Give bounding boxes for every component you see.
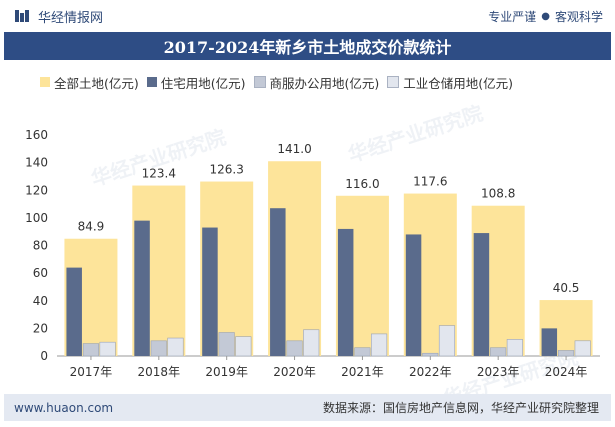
x-tick-label: 2019年 <box>205 365 248 379</box>
bar-residential <box>134 220 150 356</box>
footer-source: 数据来源：国信房地产信息网，华经产业研究院整理 <box>322 401 599 415</box>
bar-industrial <box>167 337 184 357</box>
x-tick-label: 2022年 <box>409 365 452 379</box>
legend-swatch-total <box>40 77 50 87</box>
bar-industrial <box>235 336 252 357</box>
brand-logo-icon <box>15 10 29 22</box>
brand-name: 华经情报网 <box>38 10 104 26</box>
y-tick-label: 120 <box>25 183 48 197</box>
chart-title: 2017-2024年新乡市土地成交价款统计 <box>4 32 611 60</box>
bar-residential <box>473 233 490 356</box>
data-label-total: 123.4 <box>142 167 176 181</box>
x-tick-label: 2018年 <box>138 365 181 379</box>
bar-industrial <box>574 340 591 357</box>
bar-industrial <box>506 339 523 357</box>
footer-url[interactable]: www.huaon.com <box>14 400 114 415</box>
tagline: 专业严谨 ● 客观科学 <box>488 8 603 25</box>
y-tick-label: 100 <box>25 211 48 225</box>
y-tick-label: 0 <box>40 349 48 363</box>
data-label-total: 84.9 <box>78 220 105 234</box>
bar-residential <box>541 328 558 356</box>
bar-industrial <box>371 333 388 357</box>
y-tick-label: 20 <box>33 321 48 335</box>
x-tick-label: 2021年 <box>341 365 384 379</box>
data-label-total: 116.0 <box>345 177 379 191</box>
bar-residential <box>337 228 354 356</box>
legend-label-industrial: 工业仓储用地(亿元) <box>403 75 514 91</box>
legend-label-residential: 住宅用地(亿元) <box>160 75 246 91</box>
bar-commercial <box>422 352 439 357</box>
legend-label-commercial: 商服办公用地(亿元) <box>269 75 380 91</box>
bar-commercial <box>286 340 303 357</box>
bar-residential <box>66 267 82 356</box>
tagline-left: 专业严谨 <box>488 9 537 24</box>
bar-commercial <box>218 332 235 357</box>
legend-item-residential[interactable]: 住宅用地(亿元) <box>146 73 246 92</box>
x-tick-label: 2023年 <box>477 365 520 379</box>
bar-commercial <box>354 347 371 357</box>
bar-commercial <box>557 350 575 357</box>
data-label-total: 40.5 <box>553 281 580 295</box>
top-bar: 华经情报网 专业严谨 ● 客观科学 <box>0 0 615 32</box>
legend-label-total: 全部土地(亿元) <box>54 75 139 91</box>
bar-commercial <box>82 343 99 357</box>
x-tick-label: 2020年 <box>273 365 316 379</box>
y-tick-label: 60 <box>33 266 48 280</box>
legend-swatch-industrial <box>387 76 400 88</box>
legend-item-total[interactable]: 全部土地(亿元) <box>40 73 139 92</box>
x-tick-label: 2024年 <box>545 365 588 379</box>
y-tick-label: 80 <box>33 239 48 253</box>
legend-item-industrial[interactable]: 工业仓储用地(亿元) <box>387 73 513 92</box>
bar-industrial <box>303 329 320 357</box>
data-label-total: 141.0 <box>277 142 311 156</box>
bar-industrial <box>438 325 456 357</box>
bar-commercial <box>490 347 507 357</box>
data-label-total: 126.3 <box>210 163 244 177</box>
brand[interactable]: 华经情报网 <box>14 7 103 26</box>
y-tick-label: 140 <box>25 156 48 170</box>
chart-plot: 0 20 40 60 80 100 120 140 160 84.9 2017年 123.4 2018年… <box>25 128 600 379</box>
bar-industrial <box>99 341 116 357</box>
legend-item-commercial[interactable]: 商服办公用地(亿元) <box>253 73 380 92</box>
bar-residential <box>405 234 422 356</box>
x-tick-label: 2017年 <box>70 365 113 379</box>
legend-swatch-commercial <box>253 76 266 88</box>
bar-commercial <box>150 340 167 357</box>
footer: www.huaon.com 数据来源：国信房地产信息网，华经产业研究院整理 <box>4 394 611 421</box>
y-tick-label: 160 <box>25 128 48 142</box>
chart-legend: 全部土地(亿元) 住宅用地(亿元) 商服办公用地(亿元) 工业仓储用地(亿元) <box>40 73 521 91</box>
bar-residential <box>202 227 218 356</box>
data-label-total: 108.8 <box>481 187 515 201</box>
tagline-separator: ● <box>541 10 550 22</box>
y-tick-label: 40 <box>33 294 48 308</box>
data-label-total: 117.6 <box>413 175 447 189</box>
tagline-right: 客观科学 <box>554 9 603 24</box>
bar-residential <box>270 208 286 356</box>
legend-swatch-residential <box>146 77 157 87</box>
